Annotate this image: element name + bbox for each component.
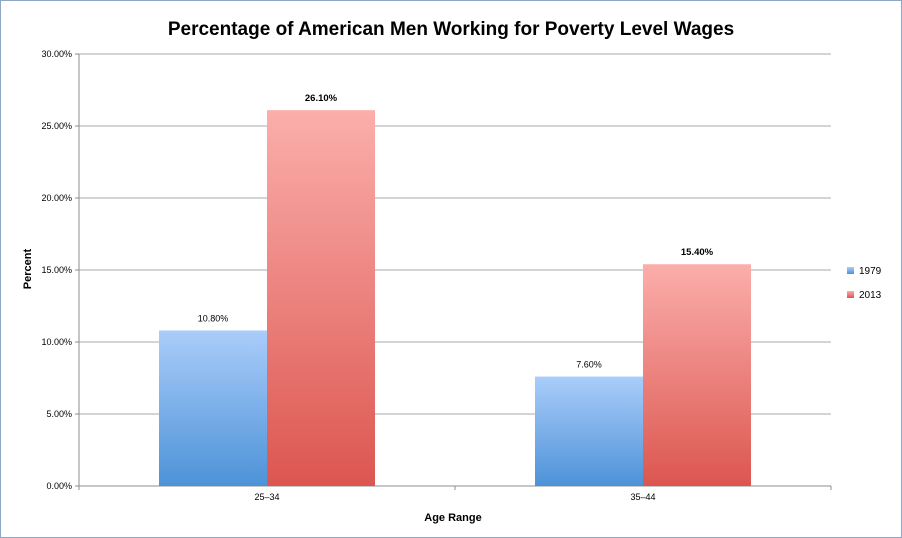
y-tick-label: 15.00% xyxy=(41,265,72,275)
data-label: 15.40% xyxy=(681,247,714,258)
y-tick-label: 30.00% xyxy=(41,49,72,59)
bar-2013-2 xyxy=(643,264,751,486)
chart-title: Percentage of American Men Working for P… xyxy=(168,19,734,40)
x-tick-label: 35–44 xyxy=(630,492,655,502)
data-labels: 10.80% 26.10% 7.60% 15.40% xyxy=(198,93,714,369)
legend-label-2013: 2013 xyxy=(859,290,882,301)
y-tick-label: 10.00% xyxy=(41,337,72,347)
y-tick-label: 5.00% xyxy=(46,409,72,419)
bar-2013-1 xyxy=(267,110,375,486)
x-tick-label: 25–34 xyxy=(254,492,279,502)
bars xyxy=(159,110,751,486)
legend-swatch-2013 xyxy=(847,291,854,298)
data-label: 26.10% xyxy=(305,93,338,104)
y-axis-title: Percent xyxy=(22,248,34,289)
data-label: 7.60% xyxy=(576,360,602,370)
x-axis-title: Age Range xyxy=(424,512,481,524)
y-tick-label: 20.00% xyxy=(41,193,72,203)
x-axis-ticks: 25–34 35–44 xyxy=(78,486,832,502)
bar-1979-2 xyxy=(535,376,643,486)
legend: 1979 2013 xyxy=(847,266,882,301)
y-tick-label: 25.00% xyxy=(41,121,72,131)
legend-swatch-1979 xyxy=(847,267,854,274)
data-label: 10.80% xyxy=(198,313,229,323)
y-tick-label: 0.00% xyxy=(46,481,72,491)
y-axis-ticks: 0.00% 5.00% 10.00% 15.00% 20.00% 25.00% 30.00% xyxy=(41,49,79,491)
bar-1979-1 xyxy=(159,330,267,486)
legend-label-1979: 1979 xyxy=(859,266,882,277)
